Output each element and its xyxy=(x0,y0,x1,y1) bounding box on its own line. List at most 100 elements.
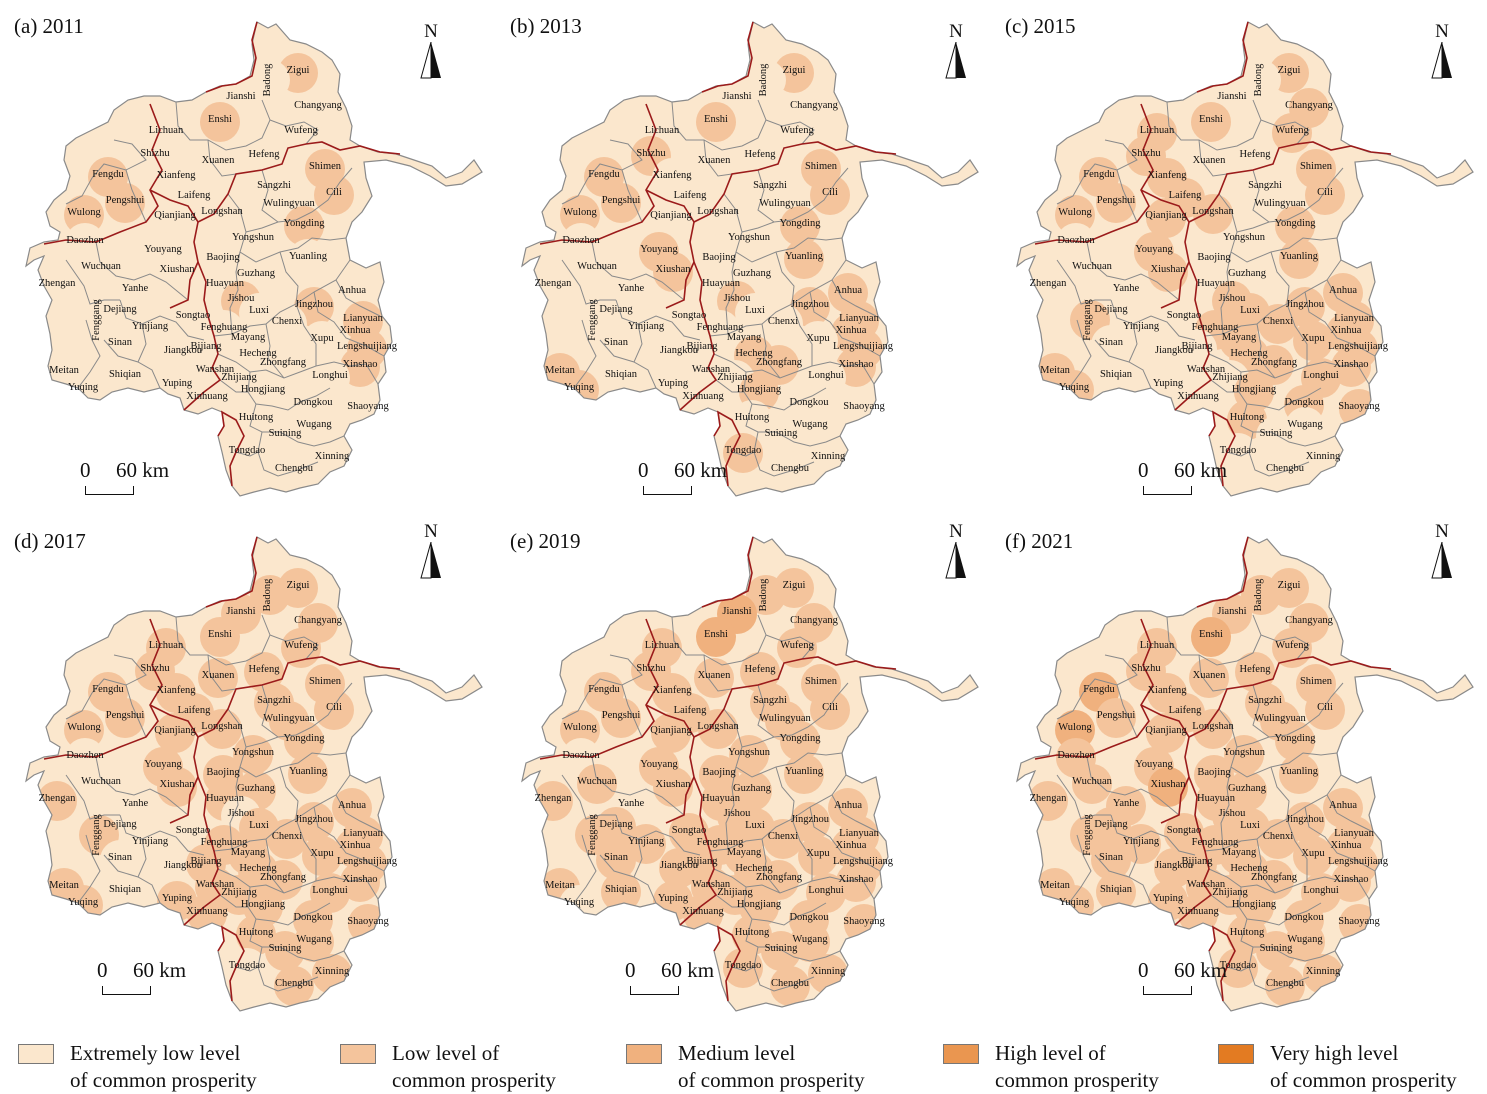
county-boundary xyxy=(745,918,841,962)
county-boundary xyxy=(1166,99,1262,151)
county-label: Zhijiang xyxy=(1212,887,1248,898)
outer-boundary xyxy=(521,21,979,497)
county-label: Sinan xyxy=(1099,337,1124,348)
county-label: Shiqian xyxy=(1100,369,1133,380)
county-label: Shiqian xyxy=(1100,884,1133,895)
county-region xyxy=(314,690,354,730)
county-label: Yongshun xyxy=(1223,232,1266,243)
county-label: Dejiang xyxy=(1094,304,1128,315)
county-boundary xyxy=(1252,682,1344,738)
county-label: Bijiang xyxy=(687,856,719,867)
county-label: Changyang xyxy=(1285,100,1334,111)
county-label: Zigui xyxy=(287,65,310,76)
county-label: Yanhe xyxy=(618,283,645,294)
county-boundary xyxy=(745,403,841,447)
county-label: Jianshi xyxy=(226,606,255,617)
county-boundary xyxy=(1204,774,1342,852)
county-label: Hefeng xyxy=(745,664,777,675)
county-region xyxy=(780,206,820,246)
county-label: Fenghuang xyxy=(201,322,248,333)
county-label: Wugang xyxy=(296,934,332,945)
map-panel: Zigui Badong Jianshi Changyang Enshi Lichuan W… xyxy=(991,515,1487,1030)
county-region xyxy=(723,433,763,473)
county-label: Yinjiang xyxy=(1123,321,1160,332)
county-region xyxy=(1191,102,1231,142)
county-label: Sinan xyxy=(604,337,629,348)
county-label: Songtao xyxy=(672,825,706,836)
county-region xyxy=(1148,767,1188,807)
county-label: Suining xyxy=(765,428,798,439)
province-boundary xyxy=(197,656,401,738)
county-label: Wuchuan xyxy=(577,776,618,787)
county-label: Guzhang xyxy=(1228,268,1267,279)
county-boundary xyxy=(735,746,843,778)
county-label: Lichuan xyxy=(149,640,184,651)
legend-label: Medium level of common prosperity xyxy=(678,1041,865,1092)
county-region xyxy=(651,713,691,753)
county-label: Shimen xyxy=(309,676,342,687)
county-label: Chengbu xyxy=(771,978,810,989)
county-label: Wulong xyxy=(563,722,597,733)
county-label: Jiangkou xyxy=(1155,860,1194,871)
county-label: Longhui xyxy=(312,370,348,381)
county-boundary xyxy=(757,167,849,223)
county-label: Zigui xyxy=(783,580,806,591)
county-region xyxy=(729,735,769,775)
county-boundary xyxy=(261,167,353,223)
county-boundary xyxy=(1116,684,1138,738)
county-label: Changyang xyxy=(790,100,839,111)
county-label: Jiangkou xyxy=(1155,345,1194,356)
county-boundary xyxy=(137,323,147,363)
county-region xyxy=(577,249,617,289)
county-label: Mayang xyxy=(231,847,266,858)
county-label: Sinan xyxy=(108,337,133,348)
panel-title: (e) 2019 xyxy=(510,529,581,553)
county-label: Yuqing xyxy=(68,382,99,393)
county-label: Zigui xyxy=(783,65,806,76)
north-arrow-icon: N xyxy=(416,522,446,582)
county-label: Wugang xyxy=(296,419,332,430)
county-region xyxy=(1305,175,1345,215)
county-label: Xinshao xyxy=(839,874,874,885)
county-label: Enshi xyxy=(208,114,232,125)
county-label: Shiqian xyxy=(109,884,142,895)
county-label: Xinshao xyxy=(343,874,378,885)
county-label: Wugang xyxy=(1287,419,1323,430)
county-boundary xyxy=(1326,794,1372,832)
county-boundary xyxy=(213,259,351,337)
province-boundary xyxy=(1196,21,1249,93)
county-label: Fenghuang xyxy=(697,322,744,333)
county-label: Fenghuang xyxy=(697,837,744,848)
county-boundary xyxy=(65,774,120,820)
province-boundary xyxy=(645,189,695,309)
county-label: Huitong xyxy=(735,412,770,423)
county-label: Xinhua xyxy=(1331,325,1362,336)
county-label: Anhua xyxy=(338,800,366,811)
county-label: Xianfeng xyxy=(1147,170,1187,181)
scale-line xyxy=(630,986,679,995)
county-label: Wugang xyxy=(792,934,828,945)
county-label: Fenggang xyxy=(91,814,102,856)
outer-boundary xyxy=(1016,21,1474,497)
choropleth-map: Zigui Badong Jianshi Changyang Enshi Lichuan W… xyxy=(521,21,979,497)
county-label: Wulong xyxy=(1058,722,1092,733)
county-label: Sangzhi xyxy=(1248,180,1282,191)
county-label: Dejiang xyxy=(103,819,137,830)
county-label: Baojing xyxy=(206,767,240,778)
county-label: Zhijiang xyxy=(221,887,257,898)
province-boundary xyxy=(679,776,718,926)
province-boundary xyxy=(1140,704,1190,824)
north-arrow-icon: N xyxy=(416,22,446,82)
county-label: Longhui xyxy=(808,885,844,896)
county-label: Songtao xyxy=(176,310,210,321)
county-label: Meitan xyxy=(1040,880,1070,891)
county-label: Sinan xyxy=(108,852,133,863)
county-region xyxy=(157,252,197,292)
county-boundary xyxy=(207,654,237,692)
county-region xyxy=(1305,690,1345,730)
county-boundary xyxy=(269,634,319,660)
county-label: Wanshan xyxy=(196,879,235,890)
county-region xyxy=(105,357,145,397)
county-label: Jianshi xyxy=(722,606,751,617)
county-label: Shiqian xyxy=(605,369,638,380)
